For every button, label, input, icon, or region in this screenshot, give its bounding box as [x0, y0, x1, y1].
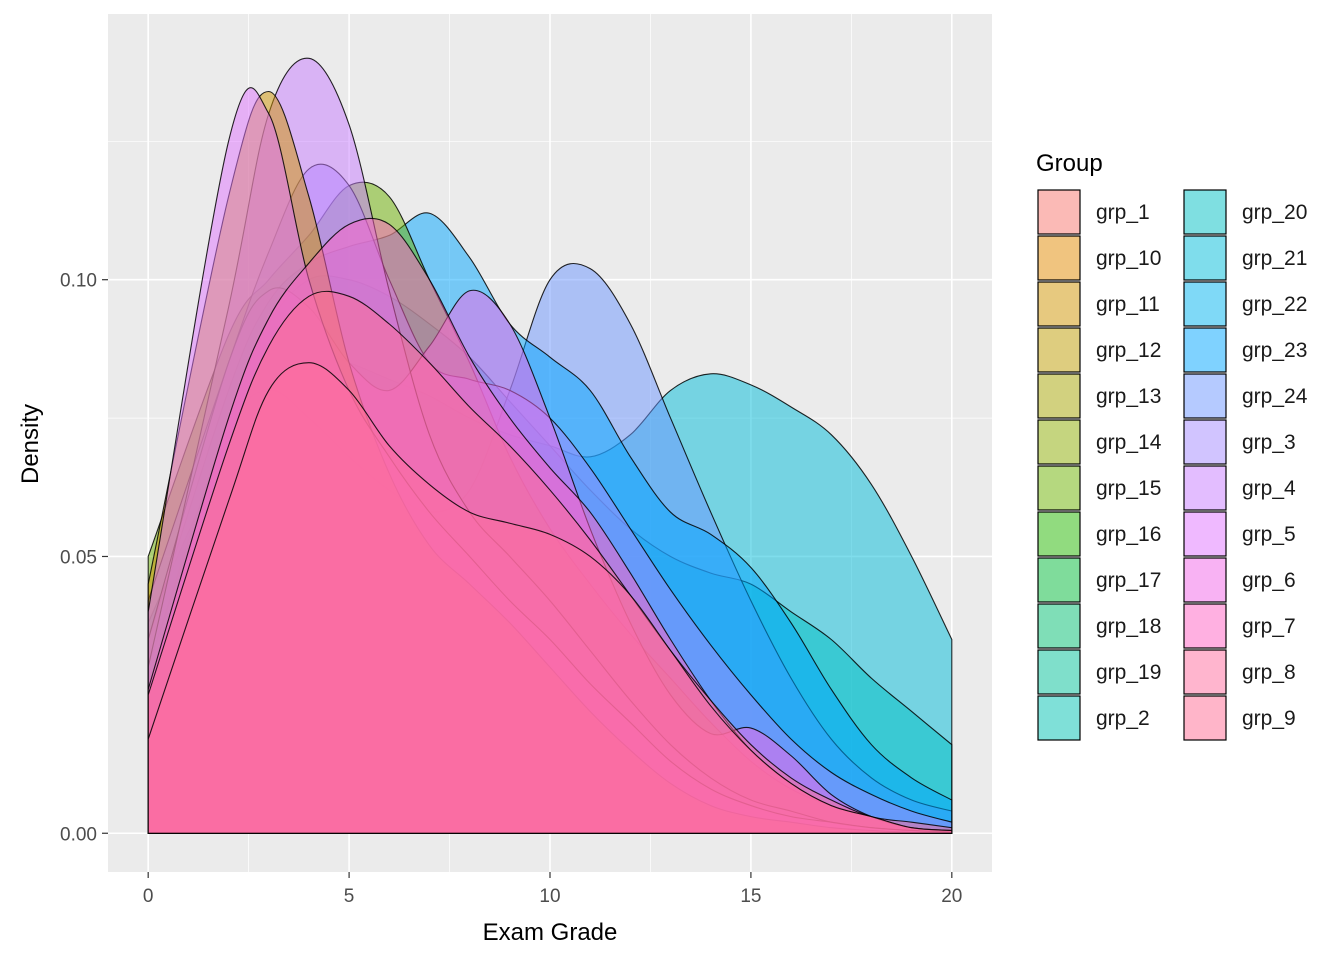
legend-key-grp_4	[1183, 465, 1227, 511]
x-tick-label: 5	[344, 886, 355, 907]
legend-key-grp_7	[1183, 603, 1227, 649]
y-axis-ticks: 0.00 0.05 0.10	[60, 271, 108, 845]
legend-key-grp_24	[1183, 373, 1227, 419]
legend-label: grp_18	[1096, 615, 1161, 638]
legend-label: grp_20	[1242, 201, 1307, 224]
legend-key-grp_19	[1037, 649, 1081, 695]
legend-label: grp_7	[1242, 615, 1296, 638]
y-tick-label: 0.00	[60, 824, 97, 845]
x-axis-title: Exam Grade	[483, 919, 618, 946]
legend-key-grp_14	[1037, 419, 1081, 465]
legend-key-grp_3	[1183, 419, 1227, 465]
legend-key-grp_17	[1037, 557, 1081, 603]
density-area-grp_8	[147, 362, 953, 834]
legend-key-grp_21	[1183, 235, 1227, 281]
legend-title: Group	[1036, 150, 1103, 177]
legend: grp_1 grp_10 grp_11 grp_12 grp_13 grp_14 grp_1…	[1037, 189, 1308, 741]
y-axis-title: Density	[17, 404, 44, 484]
legend-key-grp_2	[1037, 695, 1081, 741]
legend-label: grp_8	[1242, 661, 1296, 684]
legend-key-grp_18	[1037, 603, 1081, 649]
legend-label: grp_17	[1096, 569, 1161, 592]
legend-key-grp_5	[1183, 511, 1227, 557]
legend-key-grp_6	[1183, 557, 1227, 603]
legend-label: grp_21	[1242, 247, 1307, 270]
legend-key-grp_22	[1183, 281, 1227, 327]
legend-key-grp_12	[1037, 327, 1081, 373]
legend-label: grp_24	[1242, 385, 1308, 408]
legend-label: grp_23	[1242, 339, 1307, 362]
legend-key-grp_16	[1037, 511, 1081, 557]
legend-label: grp_2	[1096, 707, 1150, 730]
x-tick-label: 20	[941, 886, 962, 907]
y-tick-label: 0.10	[60, 271, 97, 292]
legend-key-grp_11	[1037, 281, 1081, 327]
legend-key-grp_10	[1037, 235, 1081, 281]
legend-key-grp_1	[1037, 189, 1081, 235]
density-areas	[147, 57, 953, 834]
x-tick-label: 15	[740, 886, 761, 907]
legend-key-grp_13	[1037, 373, 1081, 419]
legend-label: grp_15	[1096, 477, 1161, 500]
legend-label: grp_12	[1096, 339, 1161, 362]
x-tick-label: 10	[539, 886, 560, 907]
legend-label: grp_14	[1096, 431, 1162, 454]
legend-label: grp_22	[1242, 293, 1307, 316]
legend-label: grp_10	[1096, 247, 1161, 270]
legend-label: grp_9	[1242, 707, 1296, 730]
legend-key-grp_20	[1183, 189, 1227, 235]
legend-label: grp_11	[1096, 293, 1160, 316]
legend-key-grp_15	[1037, 465, 1081, 511]
x-axis-ticks: 0 5 10 15 20	[143, 872, 962, 907]
legend-label: grp_4	[1242, 477, 1296, 500]
legend-label: grp_3	[1242, 431, 1296, 454]
x-tick-label: 0	[143, 886, 154, 907]
legend-label: grp_1	[1096, 201, 1150, 224]
legend-label: grp_5	[1242, 523, 1296, 546]
legend-label: grp_16	[1096, 523, 1161, 546]
legend-label: grp_6	[1242, 569, 1296, 592]
legend-key-grp_8	[1183, 649, 1227, 695]
legend-key-grp_23	[1183, 327, 1227, 373]
y-tick-label: 0.05	[60, 547, 97, 568]
legend-key-grp_9	[1183, 695, 1227, 741]
legend-label: grp_19	[1096, 661, 1161, 684]
legend-label: grp_13	[1096, 385, 1161, 408]
